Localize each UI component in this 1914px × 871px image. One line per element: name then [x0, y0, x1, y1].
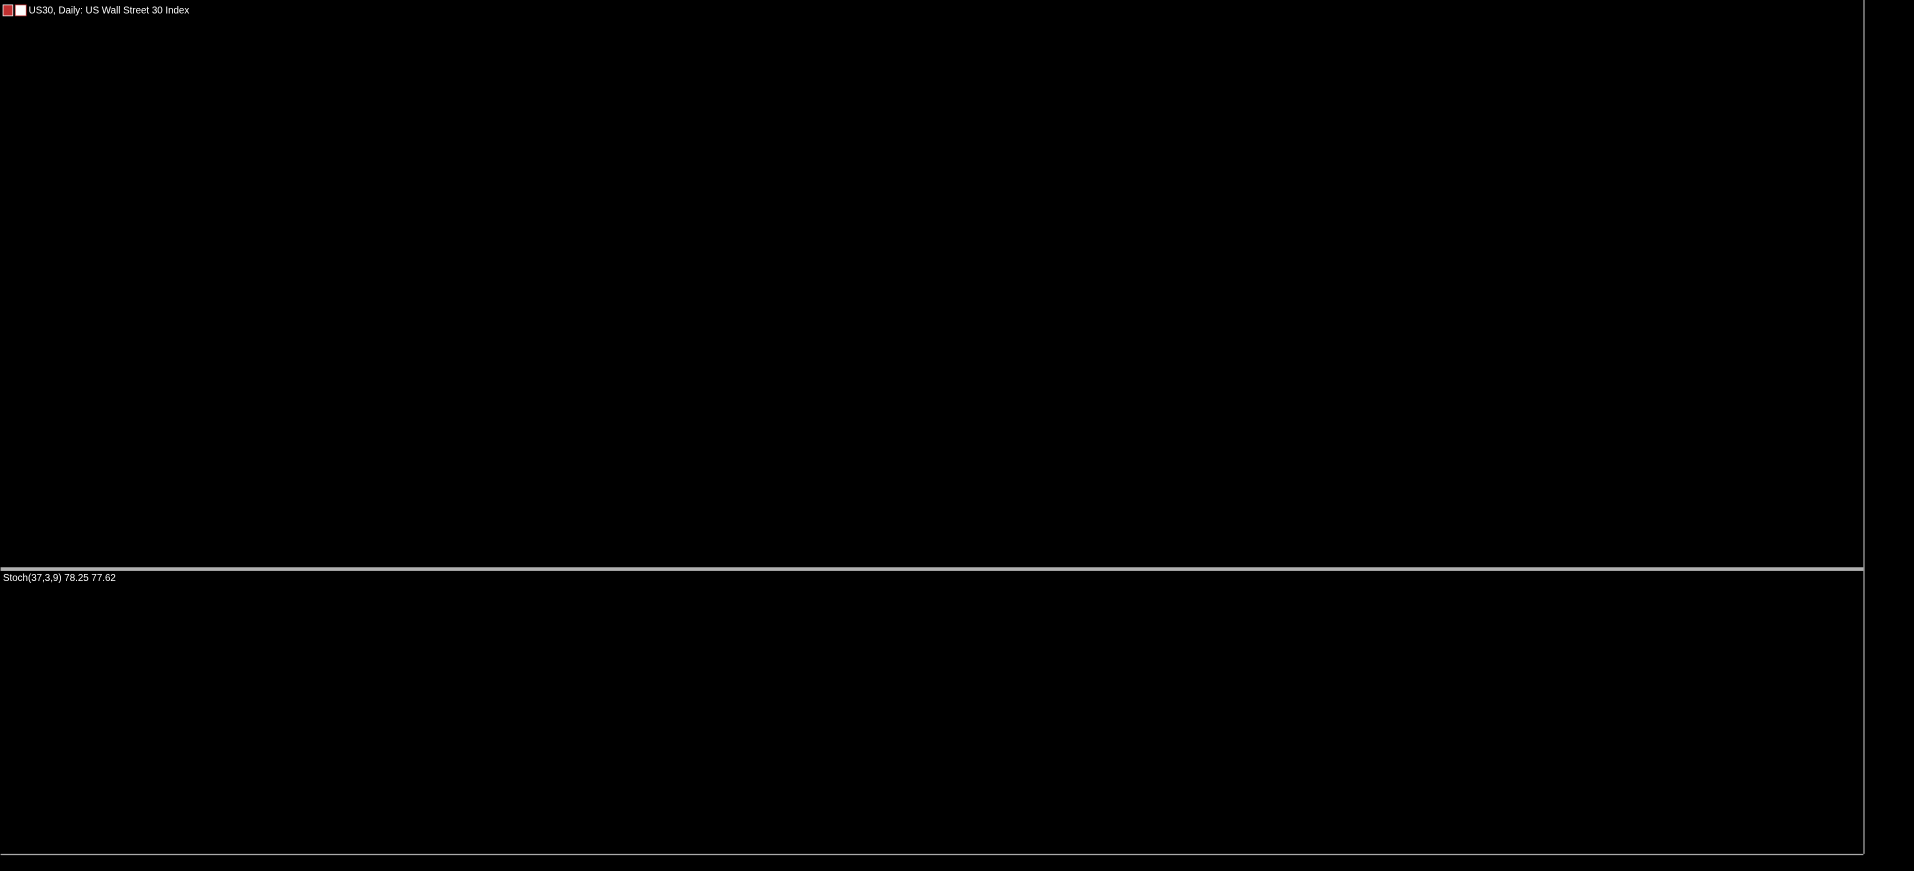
- panel-separator: [0, 567, 1864, 571]
- chart-title: US30, Daily: US Wall Street 30 Index: [29, 6, 190, 17]
- indicator-title: Stoch(37,3,9) 78.25 77.62: [3, 573, 116, 584]
- chart-icon[interactable]: [14, 4, 27, 17]
- menu-icon[interactable]: [2, 4, 14, 17]
